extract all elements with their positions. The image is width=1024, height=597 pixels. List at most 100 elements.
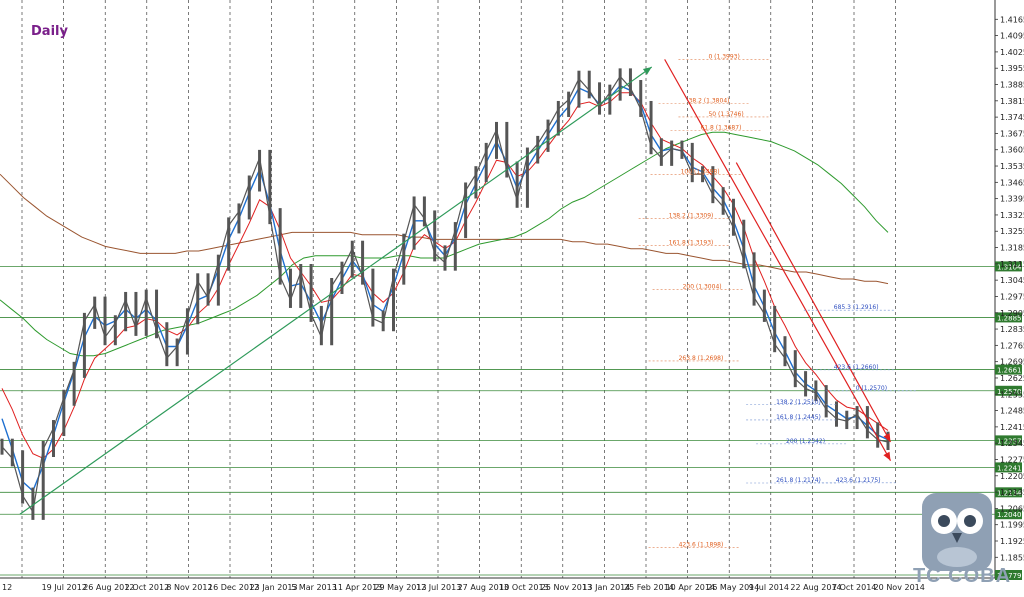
fib-label: 61.8 (1.3687) [700,125,741,132]
y-tick-label: 1.1925 [1000,537,1024,546]
fibonacci-labels: 0 (1.3993) 38.2 (1.3804) 50 (1.3746) 61.8 (… [638,53,916,548]
x-tick-label: 19 Jul 2012 [42,583,87,592]
level-badge [995,435,1022,446]
y-tick-label: 1.3535 [1000,162,1024,171]
level-badge-label: 1.2661 [997,367,1022,375]
y-tick-label: 1.2485 [1000,407,1024,416]
trendlines [19,59,892,515]
x-tick-label: 9 Jul 2014 [749,583,789,592]
fib-label: 38.2 (1.3804) [689,97,730,104]
y-tick-label: 1.3815 [1000,97,1024,106]
level-badge-label: 1.3104 [997,263,1022,271]
level-badge [995,487,1022,498]
level-badge-label: 1.2357 [997,437,1022,445]
level-badge [995,570,1022,580]
x-tick-label: 20 Nov 2014 [874,583,925,592]
x-tick-label: 25 Nov 2013 [541,583,592,592]
horizontal-levels: 1.3104 1.2885 1.2661 1.2570 1.2357 1.2241 1.21… [0,261,1022,580]
y-tick-label: 1.2975 [1000,292,1024,301]
ma-brown-line [0,173,889,285]
fib-label: 423.6 (1.2660) [834,364,879,371]
trendline-arrowhead [883,433,891,443]
x-tick-label: 2 Oct 2012 [125,583,169,592]
trendline-downtrend2 [735,162,892,443]
fib-label: 423.6 (1.1898) [679,541,724,548]
x-tick-label: 12 Jul 2013 [416,583,461,592]
x-tick-label: 26 May 2014 [707,583,759,592]
y-tick-label: 1.3675 [1000,129,1024,138]
trendline-arrowhead [883,451,891,461]
y-tick-label: 1.3395 [1000,195,1024,204]
level-badge-label: 1.2241 [997,464,1022,472]
fib-label: 100 (1.3498) [681,169,720,176]
y-tick-label: 1.3605 [1000,146,1024,155]
level-badge-label: 1.2040 [997,511,1022,519]
level-badge [995,509,1022,520]
fib-label: 200 (1.3004) [683,284,722,291]
x-tick-label: 22 Aug 2014 [790,583,841,592]
x-tick-label: 7 Oct 2014 [832,583,876,592]
fib-label: 685.3 (1.2916) [834,304,879,311]
x-tick-label: 29 May 2013 [374,583,426,592]
y-tick-label: 1.3885 [1000,81,1024,90]
fib-label: 161.8 (1.2445) [776,414,821,421]
y-tick-label: 1.2205 [1000,472,1024,481]
fib-label: 161.8 (1.3193) [669,240,714,247]
level-badge-label: 1.1779 [997,572,1022,580]
y-tick-label: 1.1855 [1000,553,1024,562]
grid [0,0,996,579]
x-tick-label: 13 Jan 2014 [582,583,630,592]
level-badge [995,462,1022,473]
y-tick-label: 1.1995 [1000,521,1024,530]
y-tick-label: 1.3955 [1000,64,1024,73]
y-axis: 1.4165 1.4095 1.4025 1.3955 1.3885 1.3815 1.37… [995,15,1024,562]
x-tick-label: 8 Nov 2012 [166,583,212,592]
level-badge [995,385,1022,396]
level-badge-label: 1.2570 [997,388,1022,396]
x-tick-label: 26 Aug 2012 [83,583,134,592]
fib-label: 0 (1.2570) [856,385,887,392]
fib-label: 0 (1.3993) [708,53,739,60]
watermark-badge: TC COBA [912,493,1016,590]
moving-averages [0,84,889,493]
x-tick-label: 5 Mar 2013 [291,583,337,592]
chart-title: Daily [31,24,68,39]
y-tick-label: 1.2625 [1000,374,1024,383]
y-tick-label: 1.3255 [1000,227,1024,236]
fib-label: 263.8 (1.2698) [679,355,724,362]
y-tick-label: 1.4095 [1000,32,1024,41]
x-tick-label: 16 Dec 2012 [208,583,259,592]
level-badge [995,364,1022,375]
price-line [1,75,889,514]
level-badge [995,312,1022,323]
fib-label: 200 (1.2342) [786,438,825,445]
y-tick-label: 1.3115 [1000,260,1024,269]
fib-label: 50 (1.3746) [708,111,743,118]
y-tick-label: 1.2905 [1000,309,1024,318]
y-tick-label: 1.2275 [1000,455,1024,464]
y-tick-label: 1.3465 [1000,178,1024,187]
x-tick-label: 11 Apr 2013 [333,583,382,592]
y-tick-label: 1.4025 [1000,48,1024,57]
level-badge [995,261,1022,272]
y-tick-label: 1.3045 [1000,276,1024,285]
watermark-text: TC COBA [912,565,1012,587]
y-tick-label: 1.3325 [1000,211,1024,220]
y-tick-label: 1.2695 [1000,358,1024,367]
owl-icon [922,493,992,571]
x-tick-label: 10 Oct 2013 [499,583,548,592]
fib-label: 138.2 (1.3309) [669,213,714,220]
y-tick-label: 1.2065 [1000,504,1024,513]
y-tick-label: 1.2765 [1000,341,1024,350]
x-tick-label: 27 Aug 2013 [458,583,509,592]
x-tick-label: 12 [2,583,12,592]
y-tick-label: 1.2835 [1000,325,1024,334]
x-tick-label: 23 Jan 2013 [250,583,298,592]
fib-label: 261.8 (1.2174) [776,477,821,484]
trendline-uptrend [19,66,653,515]
level-badge-label: 1.2885 [997,314,1022,322]
level-badge-label: 1.2134 [997,489,1022,497]
